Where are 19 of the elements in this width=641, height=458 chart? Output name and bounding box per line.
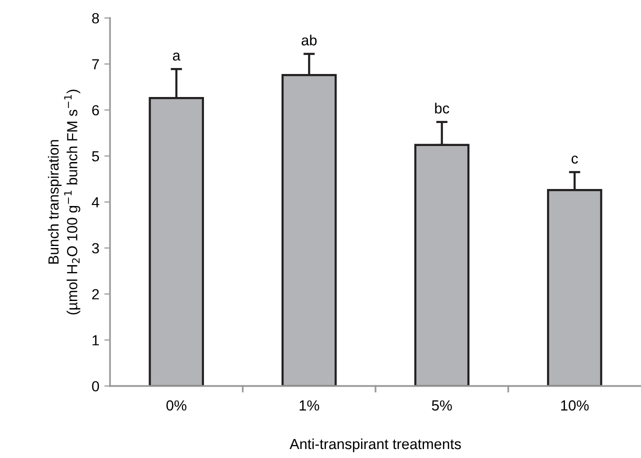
y-tick-label: 1 — [92, 335, 99, 346]
x-tick-label: 1% — [300, 400, 320, 411]
y-tick-label: 6 — [92, 105, 99, 116]
x-axis-title: Anti-transpirant treatments — [290, 438, 461, 452]
y-tick-label: 8 — [92, 13, 99, 24]
annotation: ab — [302, 34, 317, 46]
y-tick-label: 3 — [92, 243, 99, 254]
y-tick-label: 2 — [92, 289, 99, 300]
y-axis-title: Bunch transpiration (µmol H$_{2}$O 100 g$^{−1}$ bunch FM s$^{−1}$) — [48, 90, 80, 314]
y-tick-label: 0 — [92, 381, 100, 392]
y-tick-label: 5 — [92, 151, 99, 162]
y-tick-label: 7 — [92, 59, 99, 70]
x-tick-label: 5% — [432, 400, 452, 411]
x-tick-label: 0% — [166, 400, 186, 411]
annotation: a — [172, 52, 180, 61]
annotation: bc — [435, 102, 450, 114]
annotation: c — [572, 156, 578, 164]
x-tick-label: 10% — [561, 400, 589, 411]
y-tick-label: 4 — [92, 197, 100, 208]
